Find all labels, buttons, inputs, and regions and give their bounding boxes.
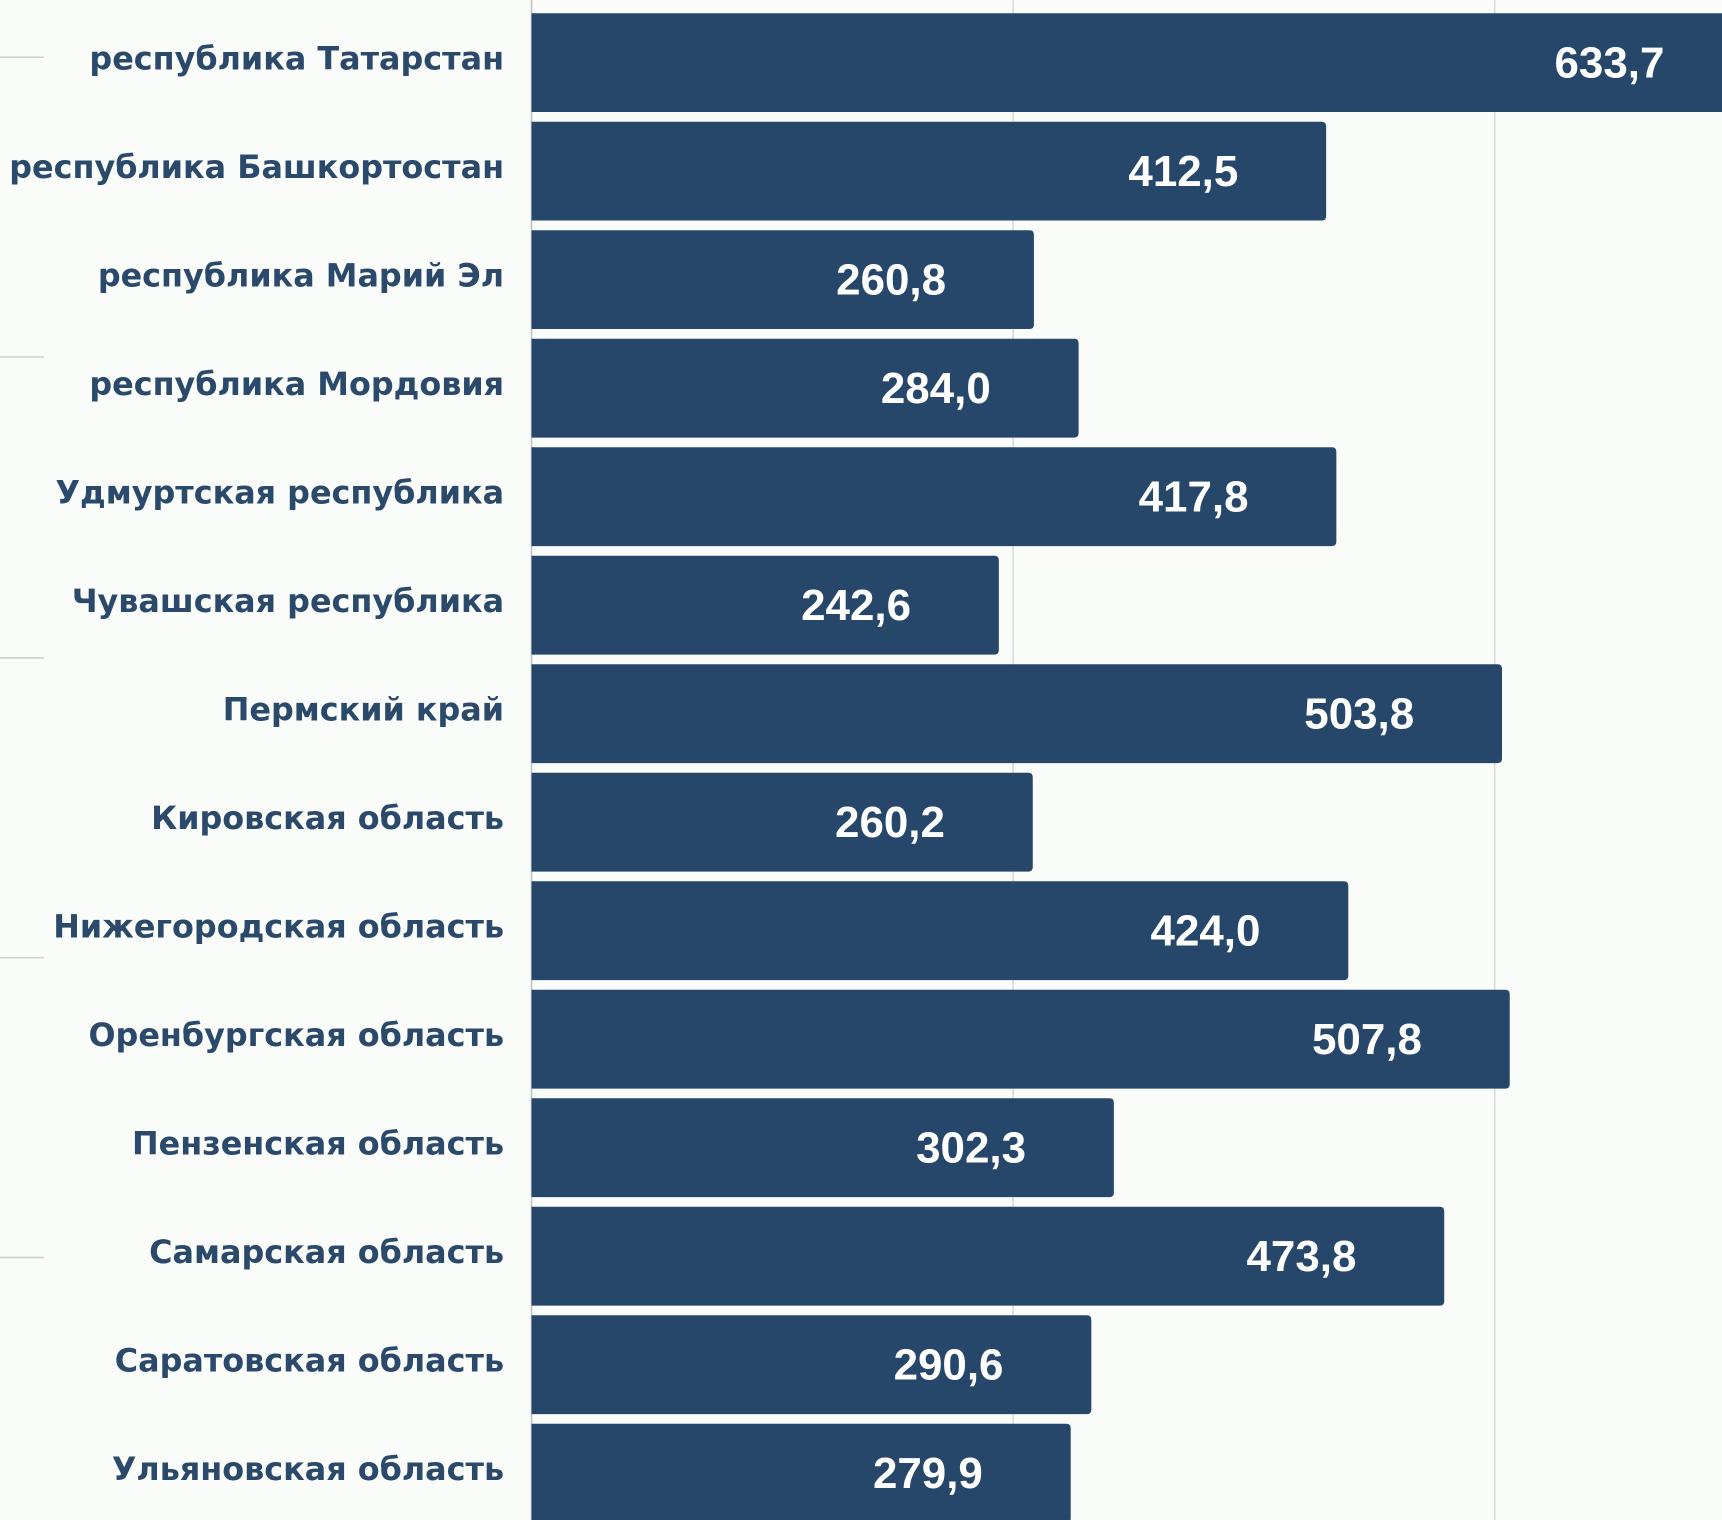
bar: [531, 1206, 1445, 1306]
category-label: Пермский край: [223, 690, 504, 728]
bar: [531, 772, 1033, 872]
bar: [531, 989, 1510, 1089]
value-label: 424,0: [1151, 907, 1261, 956]
value-label: 260,2: [835, 798, 945, 847]
value-label: 279,9: [873, 1449, 983, 1498]
bar: [531, 230, 1034, 330]
bar: [531, 447, 1337, 547]
category-label: Кировская область: [151, 799, 504, 837]
category-label: Оренбургская область: [88, 1016, 504, 1054]
value-label: 412,5: [1128, 147, 1238, 196]
category-label: республика Марий Эл: [98, 256, 504, 294]
category-label: Ульяновская область: [112, 1450, 504, 1488]
category-label: Чувашская республика: [72, 582, 504, 620]
bar: [531, 338, 1079, 438]
value-label: 302,3: [916, 1124, 1026, 1173]
bar: [531, 1098, 1114, 1198]
value-label: 242,6: [801, 581, 911, 630]
value-label: 290,6: [894, 1341, 1004, 1390]
value-label: 633,7: [1555, 39, 1665, 88]
bar: [531, 881, 1349, 981]
bar: [531, 121, 1327, 221]
category-label: республика Башкортостан: [9, 148, 504, 186]
left-dashes: [0, 56, 44, 1259]
bar: [531, 664, 1503, 764]
category-label: Удмуртская республика: [55, 473, 504, 511]
category-label: Самарская область: [149, 1233, 504, 1271]
bar: [531, 555, 999, 655]
category-label: Нижегородская область: [53, 907, 504, 945]
bar: [531, 13, 1722, 113]
category-label: республика Мордовия: [89, 365, 504, 403]
category-label: Саратовская область: [115, 1341, 504, 1379]
value-label: 503,8: [1304, 690, 1414, 739]
bar: [531, 1423, 1071, 1520]
value-label: 284,0: [881, 364, 991, 413]
value-label: 417,8: [1139, 473, 1249, 522]
category-label: республика Татарстан: [89, 39, 504, 77]
value-label: 260,8: [836, 256, 946, 305]
category-label: Пензенская область: [132, 1124, 504, 1162]
value-label: 473,8: [1246, 1232, 1356, 1281]
bar: [531, 1315, 1092, 1415]
value-label: 507,8: [1312, 1015, 1422, 1064]
